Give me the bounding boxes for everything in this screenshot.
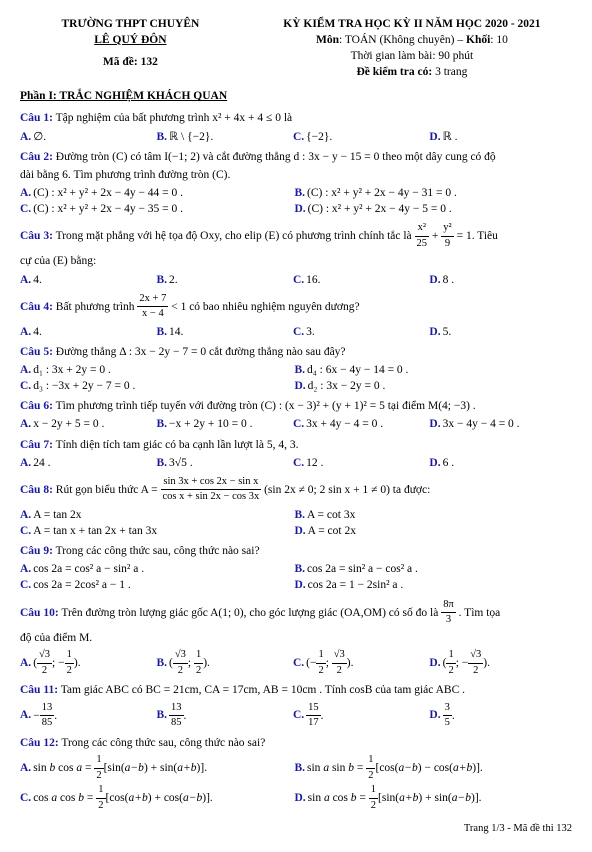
q6-options: A.x − 2y + 5 = 0 . B.−x + 2y + 10 = 0 . …: [20, 416, 572, 432]
question-10: Câu 10: Trên đường tròn lượng giác gốc A…: [20, 598, 572, 628]
q9-options: A.cos 2a = cos² a − sin² a . B.cos 2a = …: [20, 561, 572, 593]
page-footer: Trang 1/3 - Mã đề thi 132: [20, 822, 572, 837]
exam-code: Mã đề: 132: [20, 54, 241, 70]
question-7: Câu 7: Tính diện tích tam giác có ba cạn…: [20, 437, 572, 453]
section-1-title: Phần I: TRẮC NGHIỆM KHÁCH QUAN: [20, 88, 572, 104]
q5-options: A.d₁ : 3x + 2y = 0 . B.d₄ : 6x − 4y − 14…: [20, 362, 572, 394]
q4-options: A.4. B.14. C.3. D.5.: [20, 324, 572, 340]
page-count: Đề kiểm tra có: 3 trang: [252, 64, 572, 80]
question-2: Câu 2: Đường tròn (C) có tâm I(−1; 2) và…: [20, 149, 572, 165]
question-9: Câu 9: Trong các công thức sau, công thứ…: [20, 543, 572, 559]
q3-options: A.4. B.2. C.16. D.8 .: [20, 272, 572, 288]
question-3: Câu 3: Trong mặt phẳng với hệ tọa độ Oxy…: [20, 221, 572, 251]
q10-line2: độ của điểm M.: [20, 630, 572, 646]
school-block: TRƯỜNG THPT CHUYÊN LÊ QUÝ ĐÔN Mã đề: 132: [20, 16, 241, 80]
q7-options: A.24 . B.3√5 . C.12 . D.6 .: [20, 455, 572, 471]
q2-line2: dài bằng 6. Tìm phương trình đường tròn …: [20, 167, 572, 183]
q1-options: A.∅. B.ℝ \ {−2}. C.{−2}. D.ℝ .: [20, 129, 572, 145]
q2-options: A.(C) : x² + y² + 2x − 4y − 44 = 0 . B.(…: [20, 185, 572, 217]
question-6: Câu 6: Tìm phương trình tiếp tuyến với đ…: [20, 398, 572, 414]
q12-options: A.sin b cos a = 12[sin(a−b) + sin(a+b)].…: [20, 753, 572, 814]
q11-options: A.−1385. B.1385. C.1517. D.35.: [20, 701, 572, 731]
question-11: Câu 11: Tam giác ABC có BC = 21cm, CA = …: [20, 682, 572, 698]
question-5: Câu 5: Đường thẳng Δ : 3x − 2y − 7 = 0 c…: [20, 344, 572, 360]
subject-line: Môn: TOÁN (Không chuyên) – Khối: 10: [252, 32, 572, 48]
q10-options: A.(√32; −12). B.(√32; 12). C.(−12; √32).…: [20, 648, 572, 678]
question-1: Câu 1: Tập nghiệm của bất phương trình x…: [20, 110, 572, 126]
question-4: Câu 4: Bất phương trình 2x + 7x − 4 < 1 …: [20, 292, 572, 322]
duration: Thời gian làm bài: 90 phút: [252, 48, 572, 64]
exam-title: KỲ KIỂM TRA HỌC KỲ II NĂM HỌC 2020 - 202…: [252, 16, 572, 32]
q3-line2: cự của (E) bằng:: [20, 253, 572, 269]
school-name-2: LÊ QUÝ ĐÔN: [20, 32, 241, 48]
q8-options: A.A = tan 2x B.A = cot 3x C.A = tan x + …: [20, 507, 572, 539]
school-name-1: TRƯỜNG THPT CHUYÊN: [20, 16, 241, 32]
question-12: Câu 12: Trong các công thức sau, công th…: [20, 735, 572, 751]
question-8: Câu 8: Rút gọn biểu thức A = sin 3x + co…: [20, 475, 572, 505]
header: TRƯỜNG THPT CHUYÊN LÊ QUÝ ĐÔN Mã đề: 132…: [20, 16, 572, 80]
exam-info-block: KỲ KIỂM TRA HỌC KỲ II NĂM HỌC 2020 - 202…: [252, 16, 572, 80]
